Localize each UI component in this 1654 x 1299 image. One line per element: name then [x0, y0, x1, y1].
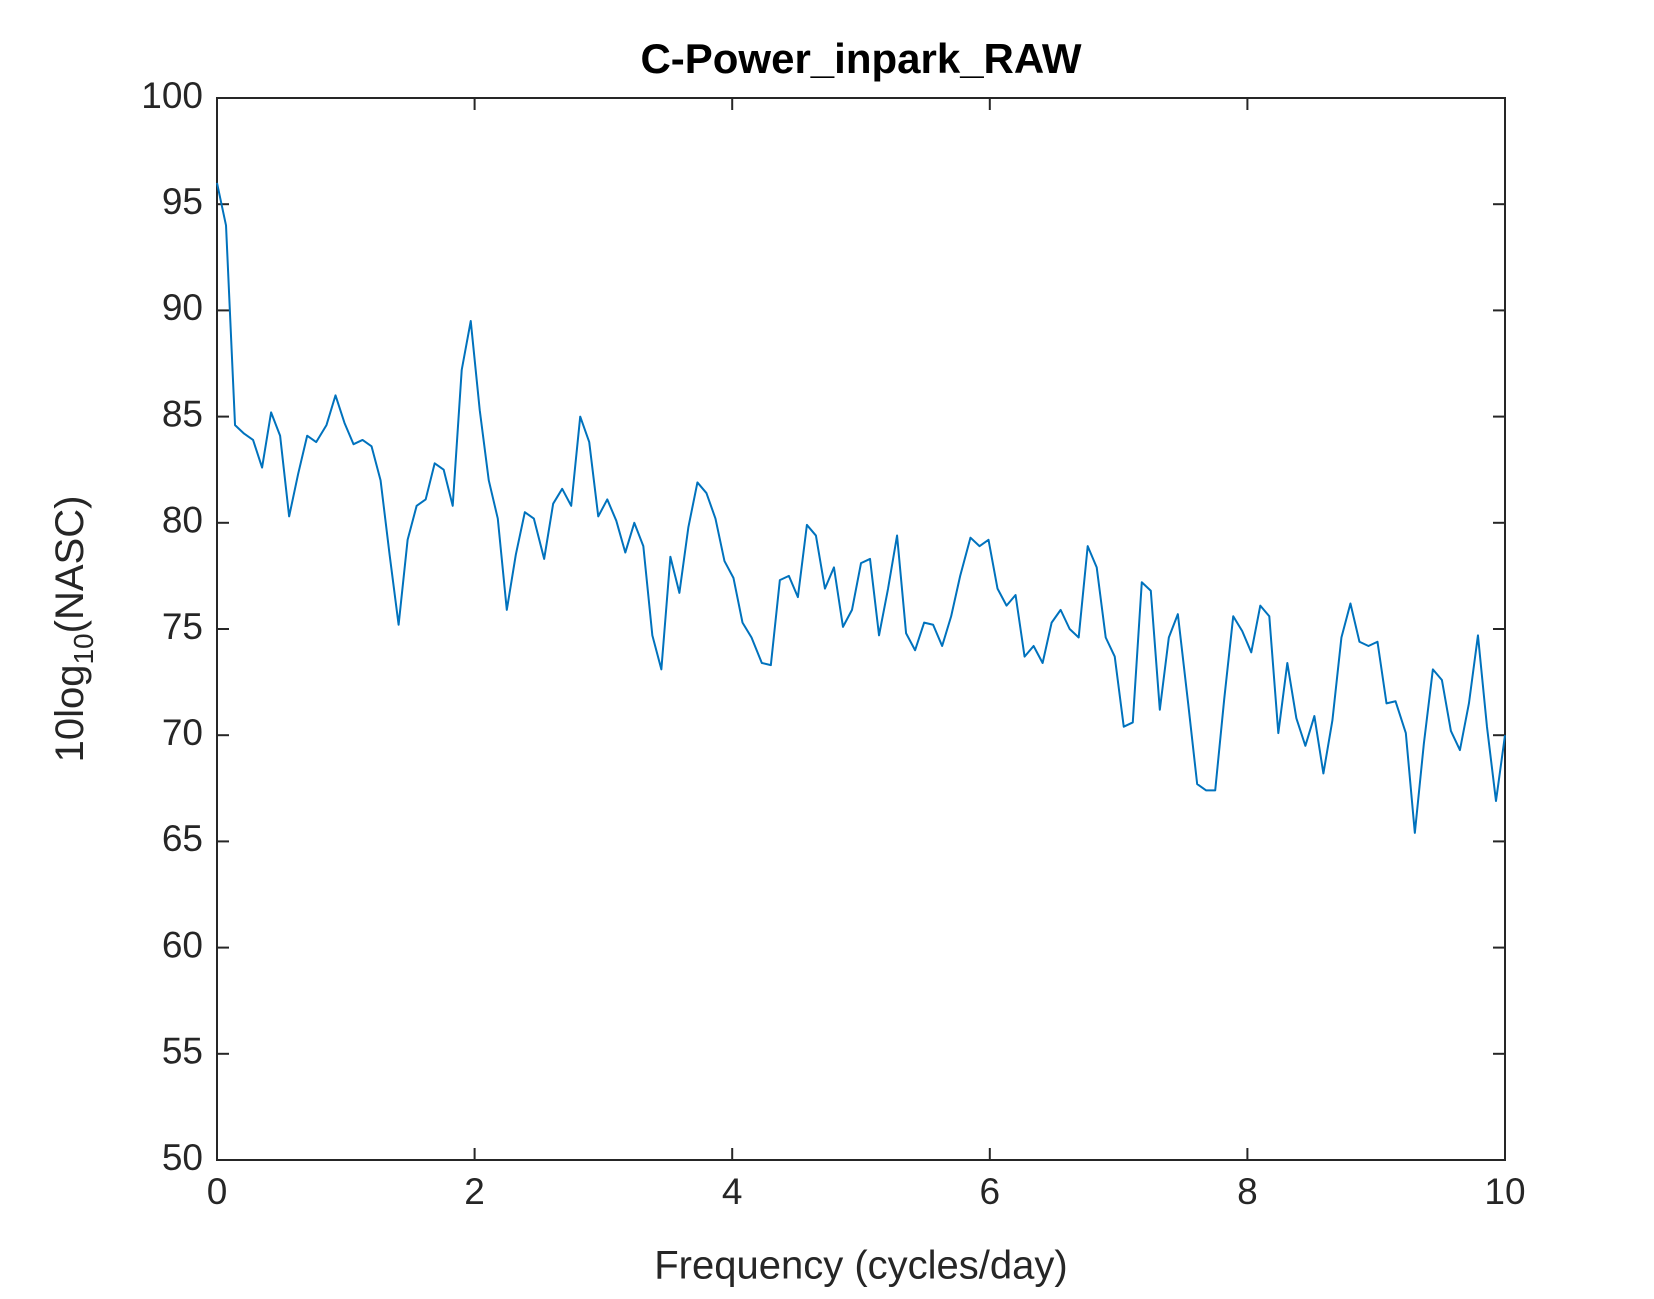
data-line: [216, 182, 1506, 834]
y-tick-label: 65: [162, 818, 203, 859]
y-tick-label: 70: [162, 712, 203, 753]
x-tick-label: 10: [1484, 1171, 1525, 1212]
x-tick-label: 8: [1237, 1171, 1258, 1212]
x-tick-label: 2: [464, 1171, 485, 1212]
axes-box: [216, 97, 1506, 1161]
y-tick-label: 80: [162, 500, 203, 541]
y-tick-label: 100: [141, 75, 203, 116]
y-tick-label: 90: [162, 287, 203, 328]
x-axis-label: Frequency (cycles/day): [654, 1244, 1067, 1288]
y-tick-label: 95: [162, 181, 203, 222]
y-tick-label: 60: [162, 924, 203, 965]
x-tick-label: 4: [722, 1171, 743, 1212]
y-tick-label: 50: [162, 1137, 203, 1178]
y-tick-label: 55: [162, 1031, 203, 1072]
y-tick-label: 85: [162, 393, 203, 434]
y-axis-label-part: (NASC): [48, 496, 92, 634]
x-tick-label: 6: [980, 1171, 1001, 1212]
y-tick-label: 75: [162, 606, 203, 647]
y-axis-label-sub: 10: [68, 633, 99, 664]
y-axis-label-part: 10log: [48, 665, 92, 763]
chart-title: C-Power_inpark_RAW: [640, 35, 1081, 82]
y-axis-label: 10log10(NASC): [48, 496, 100, 763]
x-tick-label: 0: [207, 1171, 228, 1212]
